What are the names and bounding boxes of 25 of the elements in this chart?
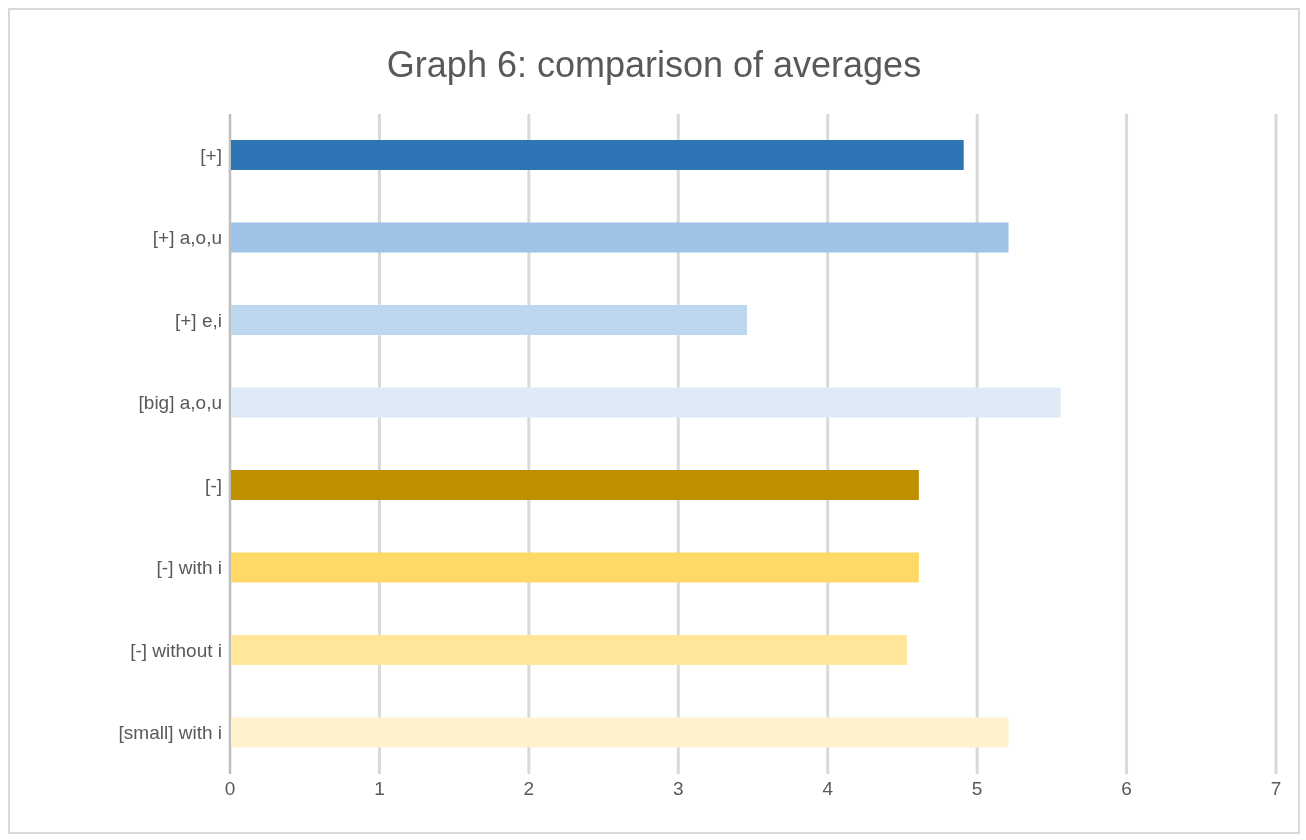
bar [230,387,1061,418]
bar [230,635,907,665]
y-tick-label: [+] a,o,u [152,227,222,249]
y-tick-label: [big] a,o,u [138,392,222,414]
bar [230,140,964,170]
y-tick-label: [small] with i [118,722,222,744]
bar [230,305,748,335]
y-tick-label: [-] without i [130,639,222,661]
x-tick-label: 4 [822,778,834,800]
y-tick-label: [+] [200,144,222,166]
bar [230,222,1009,253]
x-tick-label: 5 [971,778,983,800]
y-tick-label: [-] [205,474,222,496]
x-tick-label: 2 [523,778,535,800]
x-tick-label: 0 [224,778,236,800]
x-tick-label: 7 [1270,778,1282,800]
bar [230,470,919,500]
x-tick-label: 6 [1121,778,1132,800]
y-tick-label: [-] with i [156,557,222,579]
x-tick-label: 1 [374,778,385,800]
y-tick-label: [+] e,i [175,309,222,331]
x-tick-label: 3 [673,778,684,800]
bar [230,552,919,583]
bar [230,717,1009,748]
chart-title: Graph 6: comparison of averages [385,43,923,87]
